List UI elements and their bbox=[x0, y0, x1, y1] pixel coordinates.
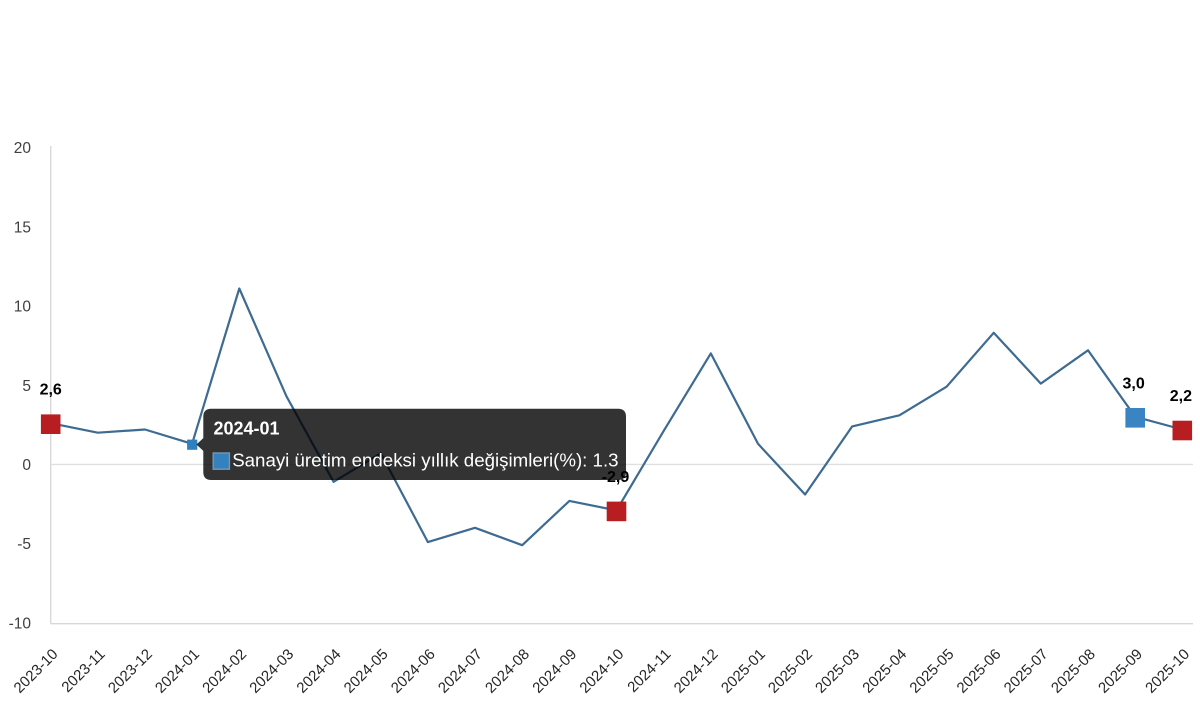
svg-text:3,0: 3,0 bbox=[1122, 375, 1144, 392]
svg-text:2024-01: 2024-01 bbox=[214, 419, 280, 439]
svg-text:20: 20 bbox=[14, 140, 32, 157]
svg-text:15: 15 bbox=[14, 219, 31, 236]
svg-text:5: 5 bbox=[22, 378, 31, 395]
svg-text:0: 0 bbox=[22, 457, 31, 474]
svg-text:-10: -10 bbox=[9, 616, 32, 633]
svg-text:2,2: 2,2 bbox=[1170, 388, 1192, 405]
svg-text:-2,9: -2,9 bbox=[602, 469, 630, 486]
svg-text:10: 10 bbox=[14, 299, 32, 316]
svg-text:-5: -5 bbox=[17, 536, 31, 553]
svg-text:Sanayi üretim endeksi yıllık d: Sanayi üretim endeksi yıllık değişimleri… bbox=[232, 449, 618, 470]
svg-text:2,6: 2,6 bbox=[40, 382, 62, 399]
